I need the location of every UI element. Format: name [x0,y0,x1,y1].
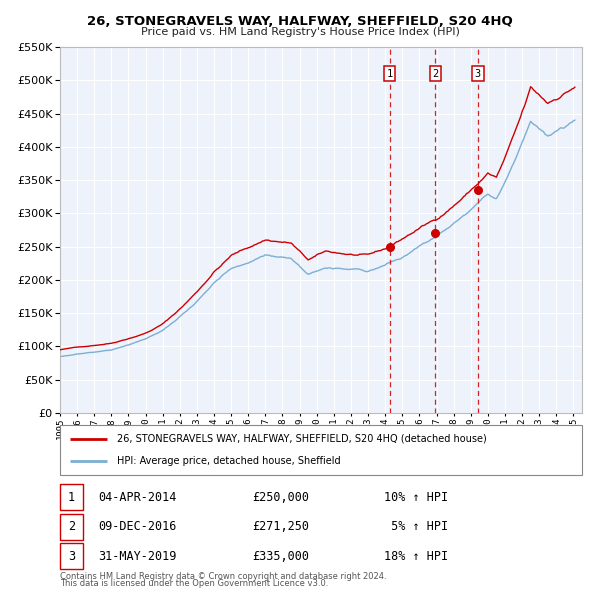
Text: £271,250: £271,250 [252,520,309,533]
Text: 31-MAY-2019: 31-MAY-2019 [98,550,176,563]
Text: £335,000: £335,000 [252,550,309,563]
Text: 5% ↑ HPI: 5% ↑ HPI [384,520,448,533]
Text: 10% ↑ HPI: 10% ↑ HPI [384,491,448,504]
Text: 04-APR-2014: 04-APR-2014 [98,491,176,504]
FancyBboxPatch shape [60,425,582,475]
Text: 26, STONEGRAVELS WAY, HALFWAY, SHEFFIELD, S20 4HQ: 26, STONEGRAVELS WAY, HALFWAY, SHEFFIELD… [87,15,513,28]
Text: HPI: Average price, detached house, Sheffield: HPI: Average price, detached house, Shef… [118,456,341,466]
Text: 26, STONEGRAVELS WAY, HALFWAY, SHEFFIELD, S20 4HQ (detached house): 26, STONEGRAVELS WAY, HALFWAY, SHEFFIELD… [118,434,487,444]
Text: 2: 2 [433,69,439,79]
Text: Contains HM Land Registry data © Crown copyright and database right 2024.: Contains HM Land Registry data © Crown c… [60,572,386,581]
Text: This data is licensed under the Open Government Licence v3.0.: This data is licensed under the Open Gov… [60,579,328,588]
Text: 3: 3 [475,69,481,79]
Text: 18% ↑ HPI: 18% ↑ HPI [384,550,448,563]
Text: Price paid vs. HM Land Registry's House Price Index (HPI): Price paid vs. HM Land Registry's House … [140,27,460,37]
Text: 1: 1 [68,491,75,504]
Text: 09-DEC-2016: 09-DEC-2016 [98,520,176,533]
Text: £250,000: £250,000 [252,491,309,504]
Text: 2: 2 [68,520,75,533]
Text: 3: 3 [68,550,75,563]
Text: 1: 1 [386,69,393,79]
